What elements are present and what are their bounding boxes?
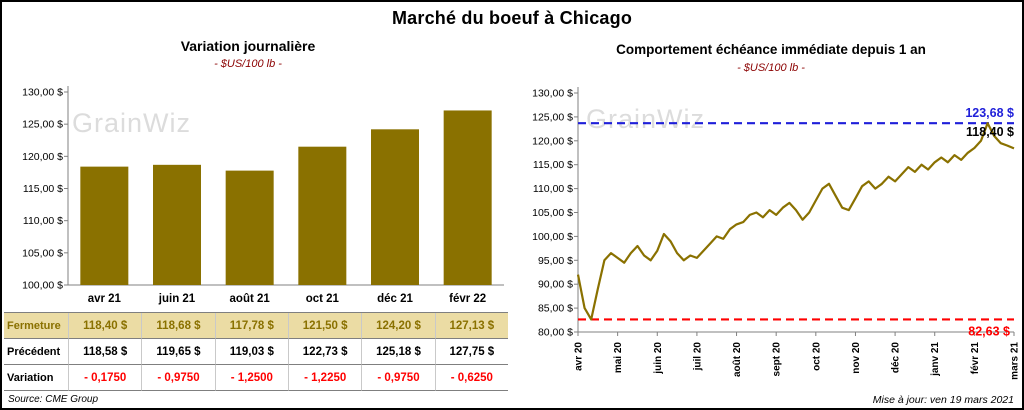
line-chart-subtitle: - $US/100 lb - <box>737 62 805 74</box>
bar <box>298 146 347 285</box>
precedent-cell: 125,18 $ <box>361 339 435 365</box>
bar <box>371 129 419 285</box>
line-chart-title: Comportement échéance immédiate depuis 1… <box>616 42 926 57</box>
last-value-label: 118,40 $ <box>966 125 1014 139</box>
update-note: Mise à jour: ven 19 mars 2021 <box>872 394 1014 406</box>
y-tick-label: 80,00 $ <box>538 327 573 339</box>
x-month-label: sept 20 <box>772 342 783 377</box>
grainwiz-watermark: GrainWiz <box>72 108 192 138</box>
row-label-precedent: Précédent <box>4 339 68 365</box>
price-line <box>576 122 1015 321</box>
y-tick-label: 110,00 $ <box>533 183 573 195</box>
x-month-label: nov 20 <box>851 342 862 374</box>
y-tick-label: 130,00 $ <box>532 88 573 100</box>
x-month-label: juin 20 <box>653 342 664 375</box>
y-tick-label: 130,00 $ <box>22 87 63 99</box>
y-tick-label: 125,00 $ <box>22 119 63 131</box>
row-label-variation: Variation <box>4 365 68 391</box>
bar <box>80 166 129 285</box>
low-value-label: 82,63 $ <box>968 324 1010 338</box>
x-month-label: août 20 <box>732 342 743 377</box>
precedent-cell: 119,03 $ <box>214 339 288 365</box>
y-tick-label: 95,00 $ <box>538 255 573 267</box>
y-tick-label: 120,00 $ <box>532 135 573 147</box>
row-label-fermeture: Fermeture <box>4 313 68 339</box>
fermeture-cell: 118,68 $ <box>141 313 215 339</box>
variation-cell: - 1,2250 <box>288 365 362 391</box>
x-category-label: déc 21 <box>377 293 413 305</box>
x-month-label: déc 20 <box>891 342 902 374</box>
precedent-cell: 127,75 $ <box>434 339 508 365</box>
bar <box>225 170 274 285</box>
y-tick-label: 90,00 $ <box>538 279 573 291</box>
line-chart: 80,00 $ 85,00 $ 90,00 $ 95,00 $ 100,00 $ 105,… <box>532 87 1021 380</box>
x-category-label: oct 21 <box>306 293 340 305</box>
variation-cell: - 0,9750 <box>361 365 435 391</box>
y-tick-label: 110,00 $ <box>23 215 63 227</box>
page-title: Marché du boeuf à Chicago <box>391 8 633 28</box>
y-tick-label: 125,00 $ <box>532 111 573 123</box>
high-value-label: 123,68 $ <box>965 106 1014 120</box>
precedent-cell: 122,73 $ <box>288 339 362 365</box>
variation-cell: - 0,1750 <box>68 365 142 391</box>
x-month-label: juil 20 <box>692 342 703 372</box>
x-month-label: avr 20 <box>574 342 585 371</box>
x-month-label: mai 20 <box>613 342 624 374</box>
bar-chart: 100,00 $ 105,00 $ 110,00 $ 115,00 $ 120,00 $… <box>22 86 504 305</box>
bar-chart-subtitle: - $US/100 lb - <box>214 58 282 70</box>
precedent-cell: 119,65 $ <box>141 339 215 365</box>
source-note: Source: CME Group <box>8 394 99 405</box>
x-month-label: févr 21 <box>970 342 981 375</box>
x-month-label: janv 21 <box>930 342 941 377</box>
fermeture-cell: 118,40 $ <box>68 313 142 339</box>
bar-chart-title: Variation journalière <box>180 38 316 54</box>
x-category-label: avr 21 <box>88 293 122 305</box>
variation-cell: - 1,2500 <box>214 365 288 391</box>
x-month-label: mars 21 <box>1010 342 1021 380</box>
grainwiz-watermark: GrainWiz <box>586 104 706 134</box>
variation-cell: - 0,6250 <box>434 365 508 391</box>
price-table: Fermeture 118,40 $ 118,68 $ 117,78 $ 121… <box>4 312 508 391</box>
bar <box>443 110 492 285</box>
fermeture-cell: 124,20 $ <box>361 313 435 339</box>
fermeture-cell: 117,78 $ <box>214 313 288 339</box>
y-tick-label: 100,00 $ <box>22 280 63 292</box>
x-month-label: oct 20 <box>811 342 822 371</box>
fermeture-cell: 127,13 $ <box>434 313 508 339</box>
y-tick-label: 115,00 $ <box>23 183 63 195</box>
y-tick-label: 115,00 $ <box>533 159 573 171</box>
precedent-cell: 118,58 $ <box>68 339 142 365</box>
x-category-label: févr 22 <box>449 293 486 305</box>
x-category-label: juin 21 <box>158 293 196 305</box>
variation-cell: - 0,9750 <box>141 365 215 391</box>
x-category-label: août 21 <box>230 293 271 305</box>
y-tick-label: 105,00 $ <box>22 247 63 259</box>
y-tick-label: 85,00 $ <box>538 303 573 315</box>
fermeture-cell: 121,50 $ <box>288 313 362 339</box>
bar <box>153 164 201 285</box>
y-tick-label: 120,00 $ <box>22 151 63 163</box>
y-tick-label: 105,00 $ <box>532 207 573 219</box>
y-tick-label: 100,00 $ <box>532 231 573 243</box>
